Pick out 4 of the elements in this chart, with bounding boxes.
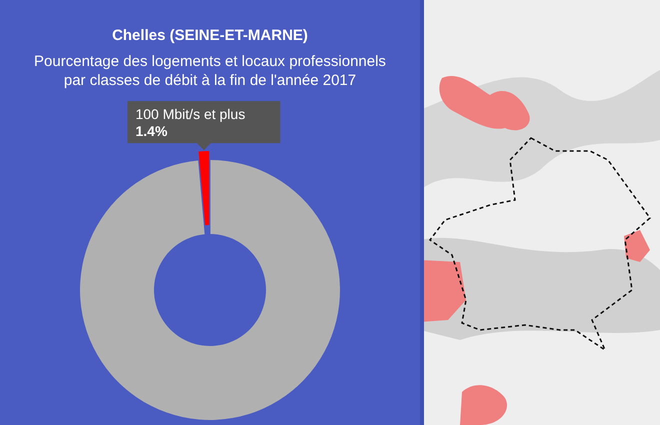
slice-label: 100 Mbit/s et plus <box>135 106 246 122</box>
chart-title: Chelles (SEINE-ET-MARNE) <box>112 27 308 44</box>
chart-subtitle: Pourcentage des logements et locaux professionnels par classes de débit à la fin de l'année 2017 <box>34 53 386 89</box>
data-label: 1.4% <box>135 123 168 140</box>
